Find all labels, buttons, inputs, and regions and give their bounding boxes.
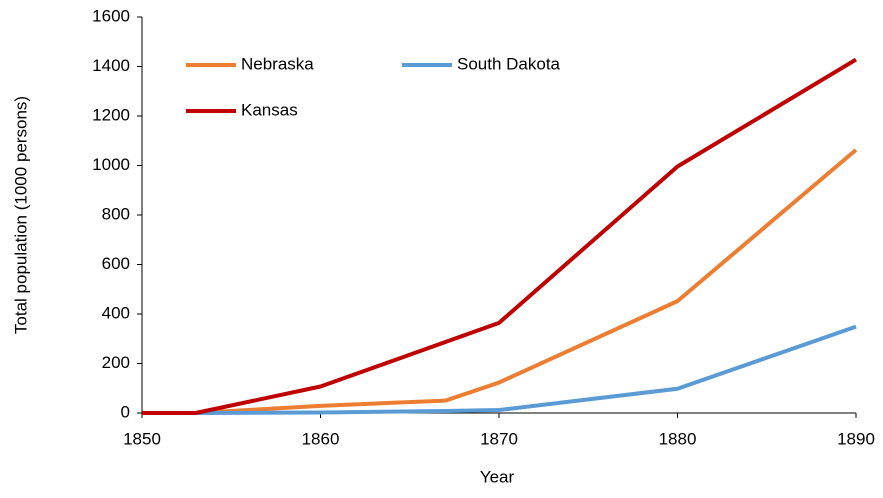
y-tick-label: 800 bbox=[102, 204, 130, 223]
x-tick-label: 1870 bbox=[480, 429, 518, 448]
legend-label: Nebraska bbox=[241, 54, 314, 73]
y-axis-label: Total population (1000 persons) bbox=[11, 96, 30, 334]
x-tick-label: 1890 bbox=[837, 429, 875, 448]
x-tick-label: 1880 bbox=[659, 429, 697, 448]
x-axis-label: Year bbox=[480, 467, 515, 486]
y-tick-label: 1000 bbox=[92, 155, 130, 174]
x-tick-label: 1850 bbox=[123, 429, 161, 448]
legend-label: South Dakota bbox=[457, 54, 561, 73]
y-tick-label: 0 bbox=[121, 402, 130, 421]
series-line bbox=[142, 148, 858, 415]
x-tick-label: 1860 bbox=[302, 429, 340, 448]
y-tick-label: 200 bbox=[102, 353, 130, 372]
y-tick-label: 1600 bbox=[92, 6, 130, 25]
y-tick-label: 600 bbox=[102, 254, 130, 273]
y-tick-label: 400 bbox=[102, 303, 130, 322]
y-tick-label: 1200 bbox=[92, 105, 130, 124]
legend-label: Kansas bbox=[241, 100, 298, 119]
series-line bbox=[142, 57, 858, 415]
y-tick-label: 1400 bbox=[92, 56, 130, 75]
